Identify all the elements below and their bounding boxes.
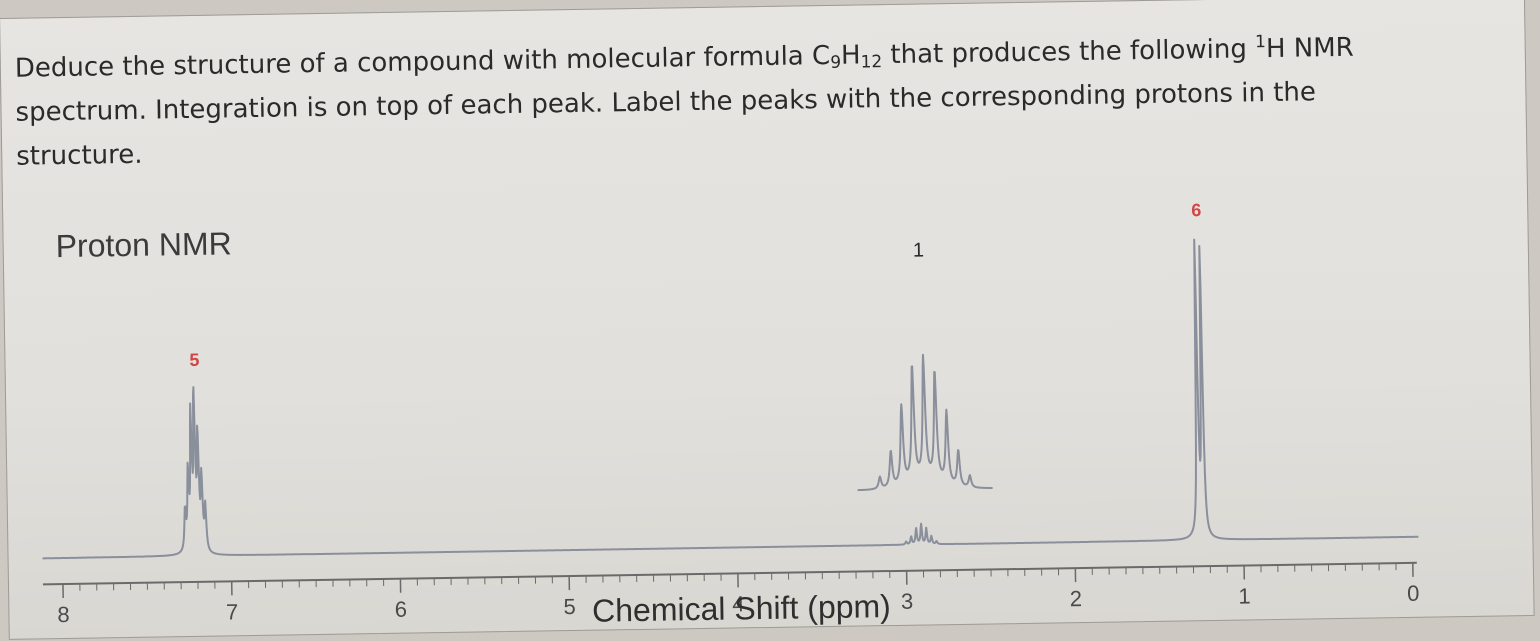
integration-label-5: 5 [189,350,199,370]
tick-label-7: 7 [226,599,239,624]
integration-labels: 5 1 6 [187,200,1203,370]
spectrum-trace [38,236,1419,558]
septet-expansion [855,354,992,490]
tick-label-3: 3 [901,589,914,614]
spectrum-line [38,236,1419,558]
integration-label-6: 6 [1191,200,1201,220]
x-axis-title: Chemical Shift (ppm) [592,588,891,629]
tick-label-6: 6 [395,597,408,622]
tick-label-1: 1 [1238,583,1251,608]
tick-label-5: 5 [563,594,576,619]
integration-label-1: 1 [913,239,924,261]
tick-label-0: 0 [1407,581,1420,606]
tick-label-2: 2 [1070,586,1083,611]
tick-label-8: 8 [57,602,70,627]
